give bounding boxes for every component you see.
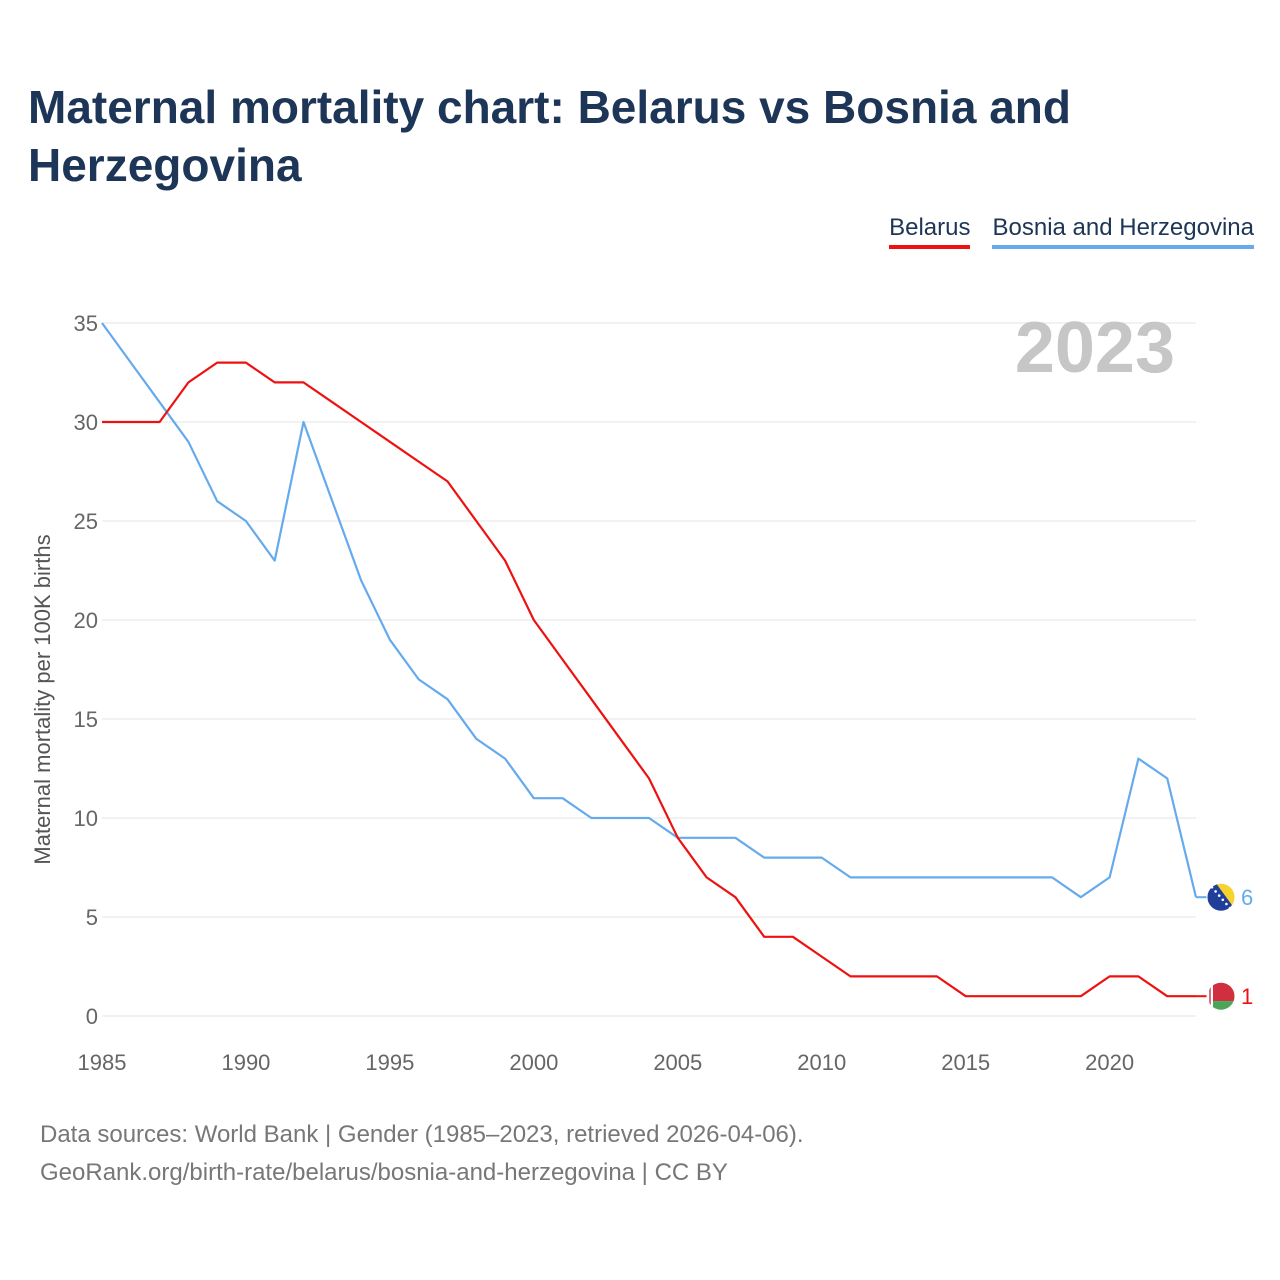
data-sources: Data sources: World Bank | Gender (1985–… <box>40 1121 804 1148</box>
series-line-belarus <box>102 361 1196 998</box>
y-tick-label-25: 25 <box>74 509 98 534</box>
x-tick-label-2005: 2005 <box>653 1050 702 1075</box>
footer: Data sources: World Bank | Gender (1985–… <box>40 1116 804 1192</box>
x-tick-label-1990: 1990 <box>221 1050 270 1075</box>
x-tick-label-2020: 2020 <box>1085 1050 1134 1075</box>
year-label: 2023 <box>1015 308 1175 388</box>
x-tick-label-2000: 2000 <box>509 1050 558 1075</box>
y-tick-label-30: 30 <box>74 410 98 435</box>
x-tick-label-1995: 1995 <box>365 1050 414 1075</box>
y-tick-label-5: 5 <box>86 905 98 930</box>
y-tick-label-15: 15 <box>74 707 98 732</box>
x-tick-label-2015: 2015 <box>941 1050 990 1075</box>
y-tick-label-35: 35 <box>74 311 98 336</box>
legend: Belarus Bosnia and Herzegovina <box>889 214 1254 249</box>
flag-marker-belarus <box>1206 981 1236 1011</box>
x-tick-label-2010: 2010 <box>797 1050 846 1075</box>
legend-item-bosnia-and-herzegovina[interactable]: Bosnia and Herzegovina <box>992 214 1254 249</box>
chart-title: Maternal mortality chart: Belarus vs Bos… <box>28 81 1071 191</box>
y-tick-label-0: 0 <box>86 1004 98 1029</box>
series-line-bosnia-and-herzegovina <box>101 322 1198 899</box>
legend-item-belarus[interactable]: Belarus <box>889 214 971 249</box>
flag-marker-bosnia-and-herzegovina <box>1206 882 1236 912</box>
credit-link[interactable]: GeoRank.org/birth-rate/belarus/bosnia-an… <box>40 1159 728 1186</box>
end-value-label-bosnia-and-herzegovina: 6 <box>1241 885 1253 910</box>
x-tick-label-1985: 1985 <box>78 1050 127 1075</box>
y-tick-label-20: 20 <box>74 608 98 633</box>
end-value-label-belarus: 1 <box>1241 984 1253 1009</box>
y-tick-label-10: 10 <box>74 806 98 831</box>
line-chart: 0 5 10 15 20 25 30 35 1985 1990 1995 2000 2005 2010 20… <box>30 308 1253 1075</box>
y-axis-label: Maternal mortality per 100K births <box>30 534 55 864</box>
